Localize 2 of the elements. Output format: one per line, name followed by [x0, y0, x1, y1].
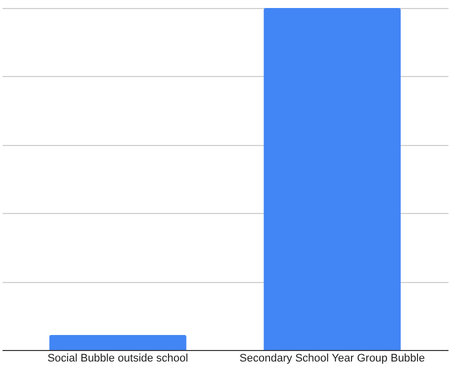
x-tick-label: Secondary School Year Group Bubble: [240, 352, 425, 364]
x-tick-label: Social Bubble outside school: [47, 352, 188, 364]
